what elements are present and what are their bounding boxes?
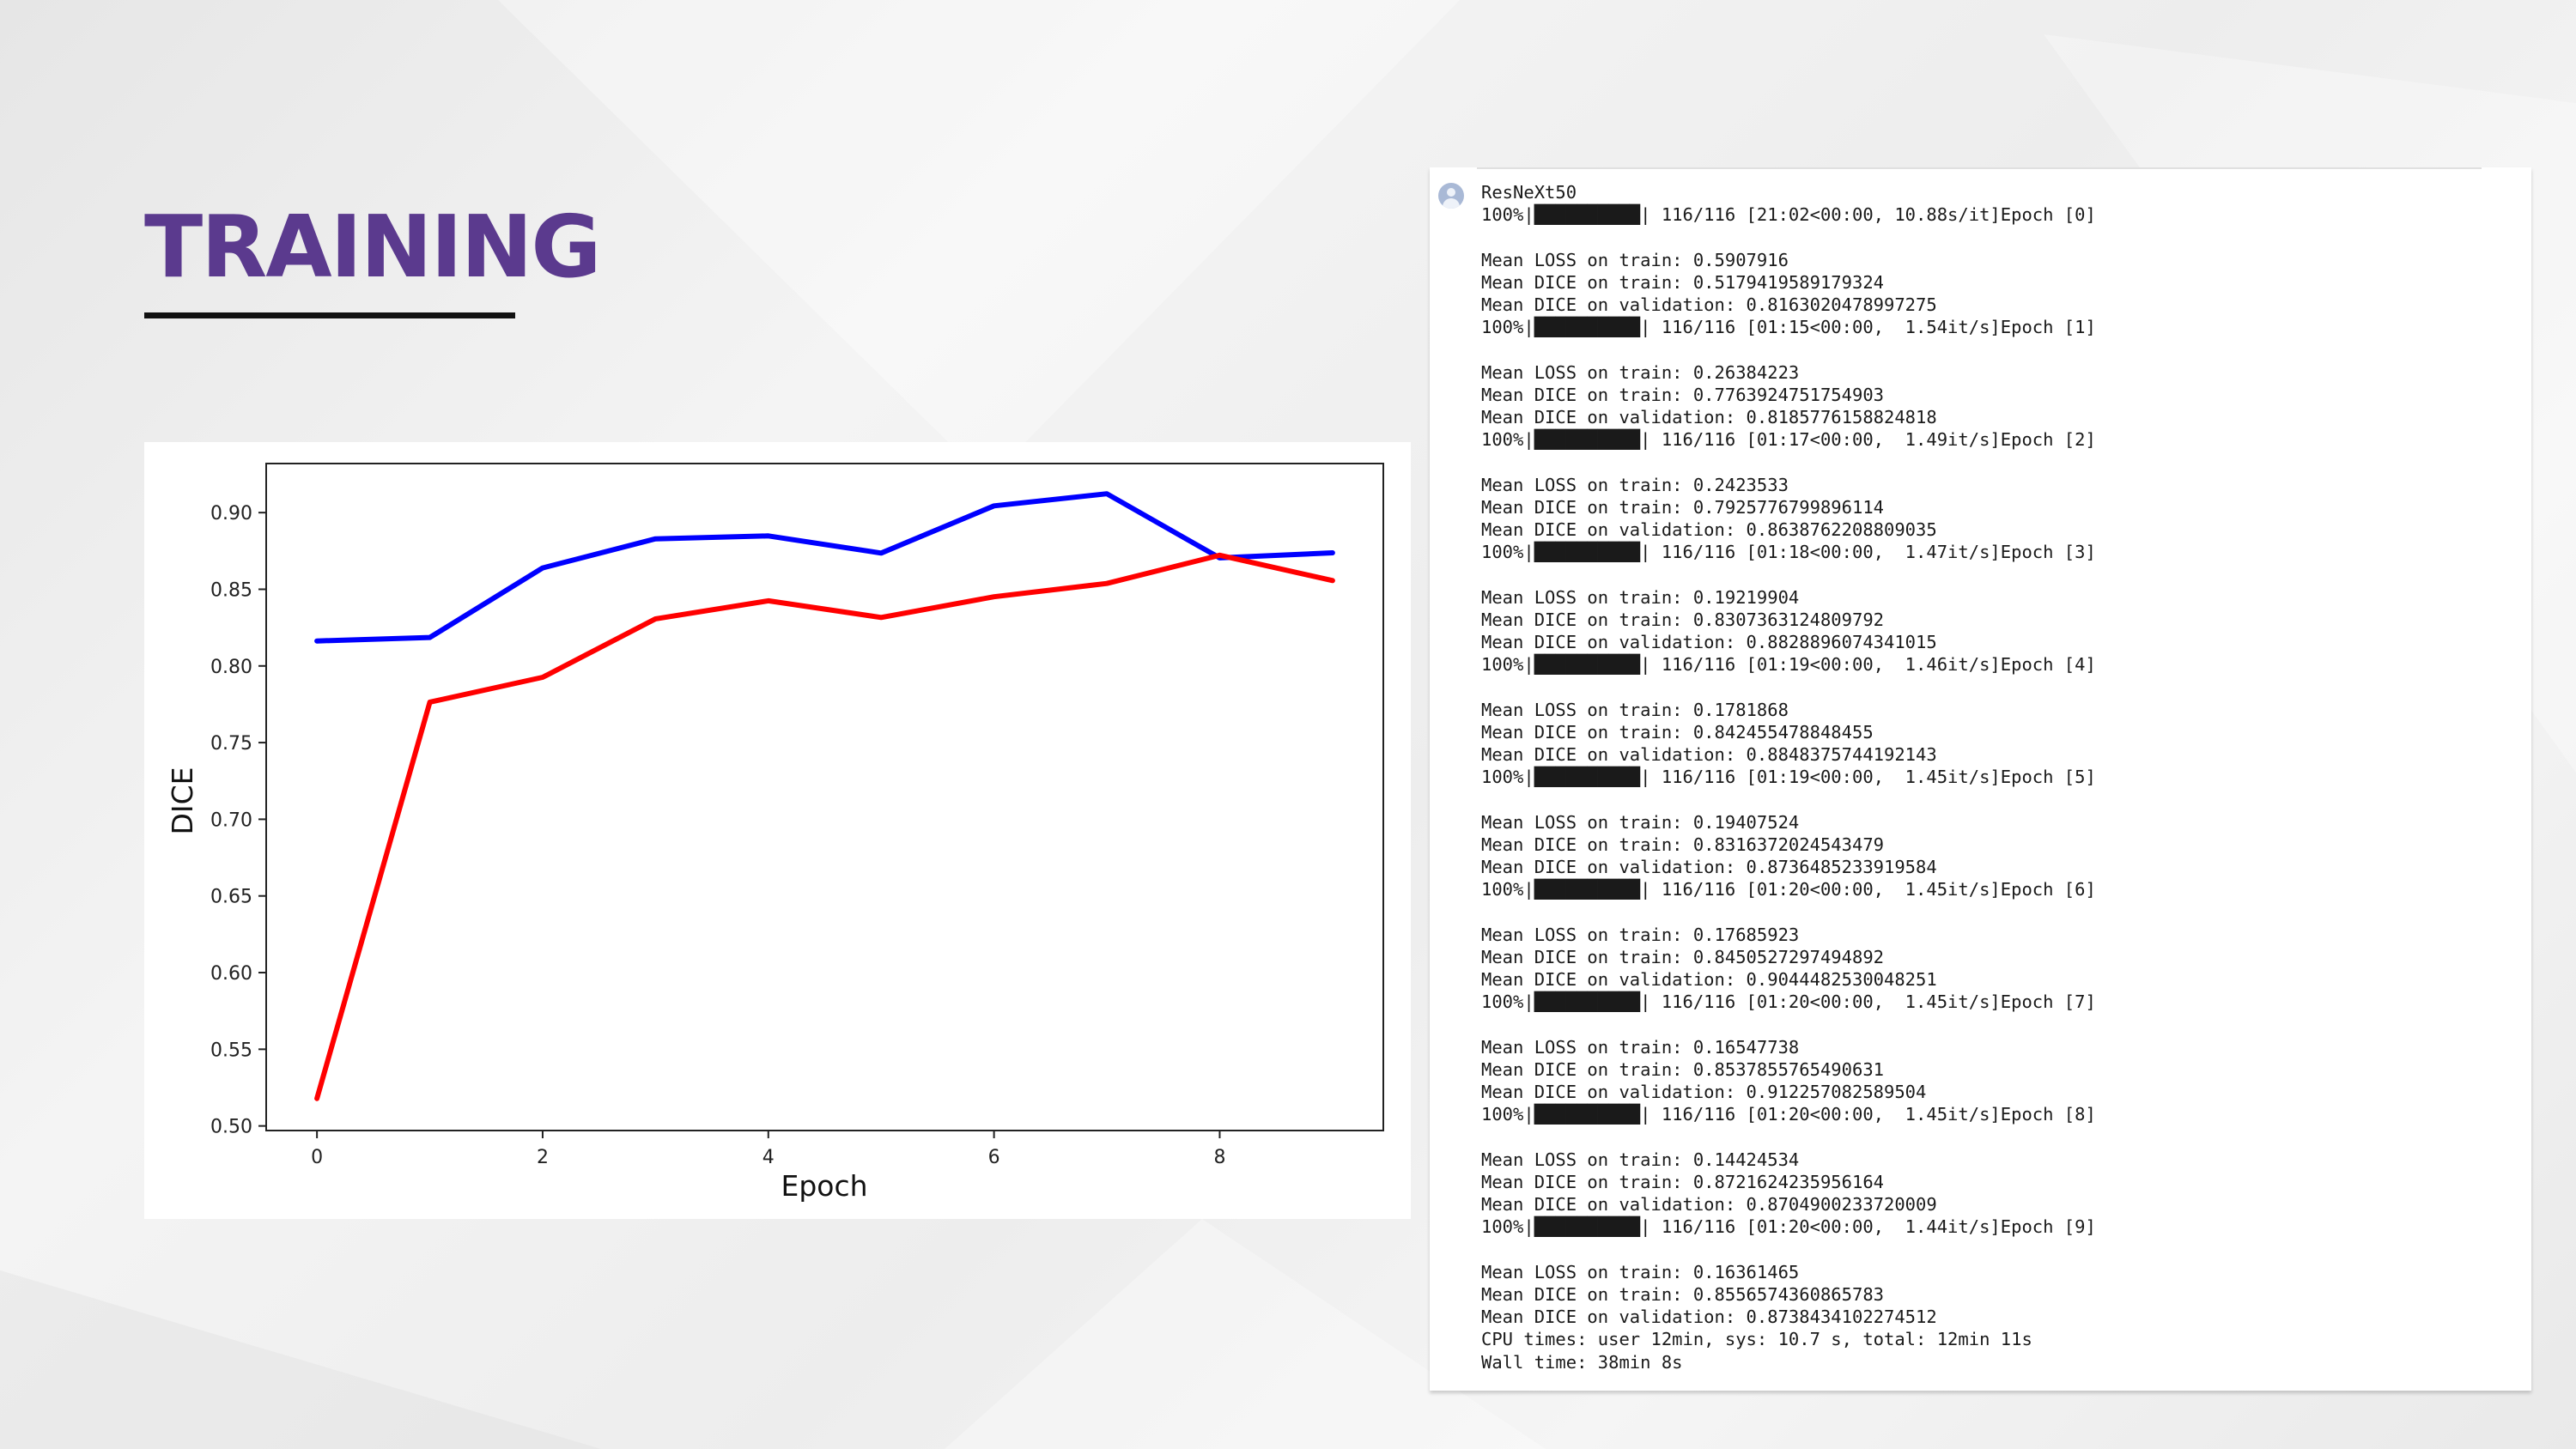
log-line: Mean DICE on train: 0.7763924751754903 [1481, 384, 1884, 405]
chart-lines [314, 491, 1335, 1101]
y-tick-label: 0.55 [210, 1040, 252, 1061]
log-line: Mean LOSS on train: 0.5907916 [1481, 249, 1789, 270]
log-line: Mean DICE on validation: 0.9122570825895… [1481, 1082, 1927, 1103]
console-top-border [1477, 167, 2482, 169]
log-line: Wall time: 38min 8s [1481, 1351, 1683, 1373]
y-tick-label: 0.85 [210, 579, 252, 601]
log-line: Mean DICE on validation: 0.8638762208809… [1481, 519, 1937, 541]
y-tick-label: 0.65 [210, 887, 252, 908]
series-line-1 [314, 552, 1335, 1101]
log-line: Mean DICE on validation: 0.8185776158824… [1481, 407, 1937, 428]
log-line: 100%|██████████| 116/116 [01:20<00:00, 1… [1481, 879, 2096, 900]
y-tick-label: 0.90 [210, 503, 252, 524]
log-line: Mean DICE on train: 0.5179419589179324 [1481, 271, 1884, 293]
log-line: 100%|██████████| 116/116 [21:02<00:00, 1… [1481, 204, 2096, 226]
series-line-0 [314, 491, 1335, 644]
log-line: Mean LOSS on train: 0.14424534 [1481, 1149, 1800, 1170]
training-log-output: ResNeXt50 100%|██████████| 116/116 [21:0… [1481, 181, 2096, 1373]
log-line: 100%|██████████| 116/116 [01:15<00:00, 1… [1481, 317, 2096, 338]
log-line: Mean LOSS on train: 0.26384223 [1481, 361, 1800, 383]
y-tick-label: 0.70 [210, 809, 252, 831]
log-line: Mean DICE on validation: 0.8704900233720… [1481, 1194, 1937, 1216]
log-line: Mean LOSS on train: 0.17685923 [1481, 924, 1800, 945]
log-line: Mean DICE on validation: 0.8738434102274… [1481, 1307, 1937, 1328]
log-line: Mean DICE on train: 0.7925776799896114 [1481, 496, 1884, 518]
log-line: Mean LOSS on train: 0.16361465 [1481, 1261, 1800, 1282]
plot-frame [265, 463, 1384, 1131]
log-line: 100%|██████████| 116/116 [01:19<00:00, 1… [1481, 654, 2096, 676]
log-line: Mean DICE on train: 0.8537855765490631 [1481, 1058, 1884, 1080]
log-line: 100%|██████████| 116/116 [01:20<00:00, 1… [1481, 1104, 2096, 1125]
page-title: TRAINING [144, 197, 601, 297]
x-tick-label: 4 [762, 1147, 775, 1168]
y-tick-label: 0.50 [210, 1117, 252, 1138]
log-line: Mean DICE on train: 0.8307363124809792 [1481, 609, 1884, 630]
log-line: Mean DICE on train: 0.8450527297494892 [1481, 946, 1884, 967]
log-line: Mean DICE on validation: 0.8848375744192… [1481, 744, 1937, 766]
log-line: Mean DICE on validation: 0.8736485233919… [1481, 857, 1937, 878]
log-line: Mean DICE on validation: 0.8163020478997… [1481, 294, 1937, 316]
log-line: Mean LOSS on train: 0.16547738 [1481, 1036, 1800, 1058]
log-line: Mean DICE on train: 0.8316372024543479 [1481, 834, 1884, 855]
x-tick-label: 0 [311, 1147, 323, 1168]
log-line: Mean DICE on train: 0.8556574360865783 [1481, 1283, 1884, 1305]
log-line: 100%|██████████| 116/116 [01:20<00:00, 1… [1481, 1216, 2096, 1238]
y-axis-label: DICE [166, 767, 199, 834]
log-line: ResNeXt50 [1481, 182, 1577, 203]
x-tick-label: 6 [988, 1147, 1000, 1168]
chart-axes: 0 2 4 6 8 0.50 0.55 0.60 0.65 0.70 0.75 0.80 0.85 0.9… [210, 463, 1384, 1168]
log-line: CPU times: user 12min, sys: 10.7 s, tota… [1481, 1329, 2032, 1350]
y-tick-label: 0.80 [210, 657, 252, 678]
log-line: Mean LOSS on train: 0.19407524 [1481, 811, 1800, 833]
dice-chart-card: 0 2 4 6 8 0.50 0.55 0.60 0.65 0.70 0.75 0.80 0.85 0.9… [144, 442, 1411, 1219]
log-line: Mean LOSS on train: 0.2423533 [1481, 474, 1789, 495]
log-line: Mean LOSS on train: 0.19219904 [1481, 586, 1800, 608]
y-tick-label: 0.75 [210, 733, 252, 755]
log-line: Mean DICE on validation: 0.9044482530048… [1481, 969, 1937, 991]
log-line: 100%|██████████| 116/116 [01:18<00:00, 1… [1481, 542, 2096, 563]
x-tick-label: 8 [1213, 1147, 1225, 1168]
log-line: Mean DICE on train: 0.8721624235956164 [1481, 1171, 1884, 1192]
log-line: 100%|██████████| 116/116 [01:19<00:00, 1… [1481, 767, 2096, 788]
log-line: Mean DICE on validation: 0.8828896074341… [1481, 632, 1937, 653]
x-axis-label: Epoch [781, 1169, 867, 1203]
x-tick-label: 2 [537, 1147, 549, 1168]
user-avatar-icon [1438, 183, 1464, 209]
log-line: Mean LOSS on train: 0.1781868 [1481, 699, 1789, 720]
dice-line-chart: 0 2 4 6 8 0.50 0.55 0.60 0.65 0.70 0.75 0.80 0.85 0.9… [166, 463, 1384, 1203]
log-line: 100%|██████████| 116/116 [01:20<00:00, 1… [1481, 991, 2096, 1013]
log-line: Mean DICE on train: 0.842455478848455 [1481, 721, 1874, 743]
y-tick-label: 0.60 [210, 963, 252, 985]
log-line: 100%|██████████| 116/116 [01:17<00:00, 1… [1481, 429, 2096, 451]
training-log-panel: ResNeXt50 100%|██████████| 116/116 [21:0… [1430, 167, 2531, 1391]
title-underline [144, 312, 515, 318]
